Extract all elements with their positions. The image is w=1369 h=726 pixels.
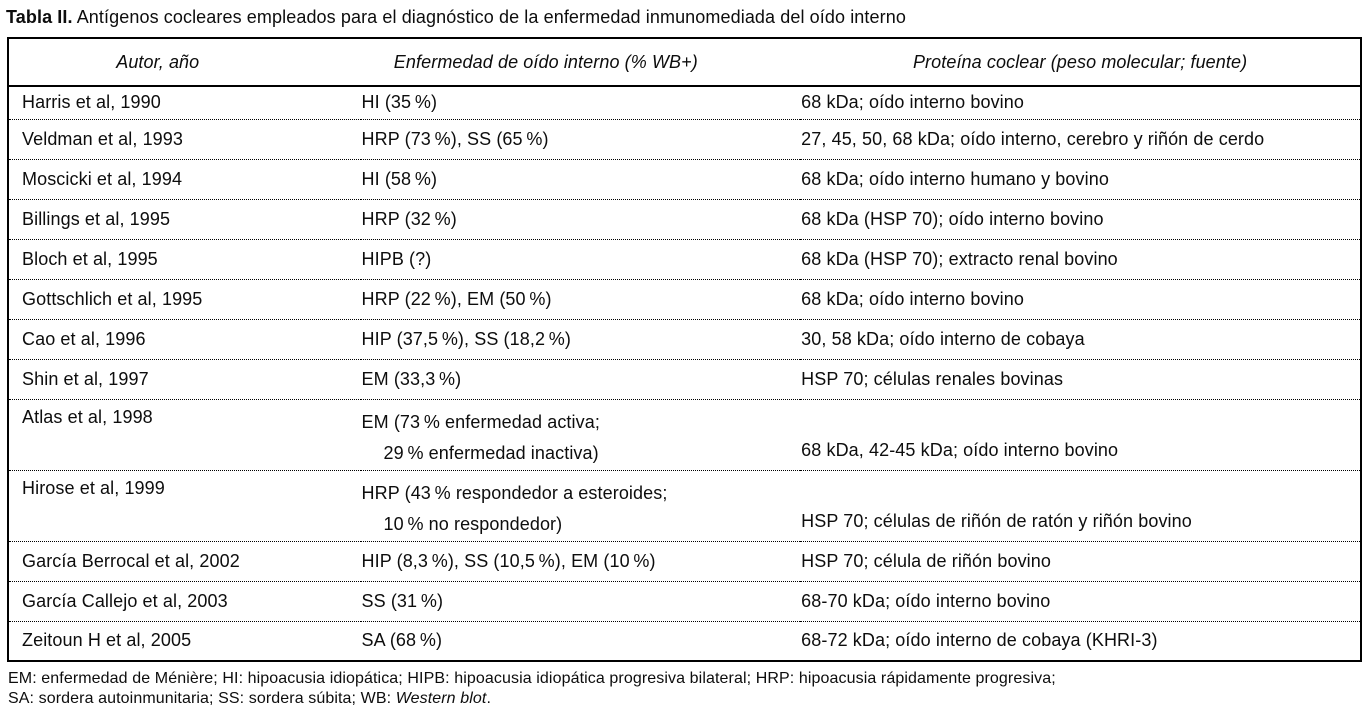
disease-line: HRP (32 %) <box>361 208 457 229</box>
protein-cell: 68 kDa (HSP 70); oído interno bovino <box>800 199 1361 240</box>
protein-cell: 68 kDa, 42-45 kDa; oído interno bovino <box>800 399 1361 471</box>
header-row: Autor, año Enfermedad de oído interno (%… <box>8 38 1361 87</box>
table-row: Billings et al, 1995 HRP (32 %) 68 kDa (HS… <box>8 199 1361 240</box>
protein-cell: 27, 45, 50, 68 kDa; oído interno, cerebr… <box>800 119 1361 160</box>
author-cell: Moscicki et al, 1994 <box>8 159 361 200</box>
table-row: García Callejo et al, 2003 SS (31 %) 68-70… <box>8 581 1361 622</box>
author-cell: García Berrocal et al, 2002 <box>8 541 361 582</box>
disease-cell: HIP (8,3 %), SS (10,5 %), EM (10 %) <box>360 541 801 582</box>
disease-cell: EM (73 % enfermedad activa; 29 % enfermed… <box>360 399 801 471</box>
author-cell: Atlas et al, 1998 <box>8 399 361 471</box>
disease-line: SS (31 %) <box>361 590 444 611</box>
table-row: Shin et al, 1997 EM (33,3 %) HSP 70; célul… <box>8 359 1361 400</box>
disease-cell: HRP (43 % respondedor a esteroides; 10 % … <box>360 470 801 542</box>
disease-line: 29 % enfermedad inactiva) <box>383 442 599 463</box>
protein-cell: 68-72 kDa; oído interno de cobaya (KHRI-… <box>801 630 1158 651</box>
table-title: Tabla II. Antígenos cocleares empleados … <box>6 7 906 28</box>
disease-line: HI (58 %) <box>361 168 438 189</box>
protein-cell: 68 kDa (HSP 70); extracto renal bovino <box>800 239 1361 280</box>
table-row: Harris et al, 1990 HI (35 %) 68 kDa; oído … <box>8 86 1361 120</box>
table-row: Gottschlich et al, 1995 HRP (22 %), EM (5… <box>8 279 1361 320</box>
disease-line: HIP (8,3 %), SS (10,5 %), EM (10 %) <box>361 550 656 571</box>
disease-line: EM (33,3 %) <box>361 368 462 389</box>
disease-cell: EM (33,3 %) <box>360 359 801 400</box>
disease-line: HIPB (?) <box>361 248 432 269</box>
table-row: Zeitoun H et al, 2005 SA (68 %) 68-72 kDa;… <box>8 621 1361 661</box>
disease-line: HRP (22 %), EM (50 %) <box>361 288 552 309</box>
footnote-line-2: SA: sordera autoinmunitaria; SS: sordera… <box>8 689 1056 709</box>
author-cell: Shin et al, 1997 <box>8 359 361 400</box>
footnote-line-2-suffix: . <box>486 689 491 707</box>
table-title-label: Tabla II. <box>6 7 73 27</box>
disease-line: 10 % no respondedor) <box>383 513 563 534</box>
author-cell: Cao et al, 1996 <box>8 319 361 360</box>
disease-line: HI (35 %) <box>361 92 438 113</box>
disease-cell: HRP (32 %) <box>360 199 801 240</box>
disease-cell: SA (68 %) <box>361 621 801 661</box>
author-cell: Harris et al, 1990 <box>8 86 361 120</box>
disease-line: HRP (73 %), SS (65 %) <box>361 128 549 149</box>
table-row: Moscicki et al, 1994 HI (58 %) 68 kDa; oíd… <box>8 159 1361 200</box>
author-cell: Bloch et al, 1995 <box>8 239 361 280</box>
footnote-line-1: EM: enfermedad de Ménière; HI: hipoacusi… <box>8 670 1056 687</box>
table-row: Atlas et al, 1998 EM (73 % enfermedad act… <box>8 399 1361 471</box>
col-header-author: Autor, año <box>8 38 361 87</box>
author-cell: García Callejo et al, 2003 <box>8 581 361 622</box>
table-row: Cao et al, 1996 HIP (37,5 %), SS (18,2 %)… <box>8 319 1361 360</box>
disease-line: HIP (37,5 %), SS (18,2 %) <box>361 328 571 349</box>
col-header-disease: Enfermedad de oído interno (% WB+) <box>360 38 801 87</box>
protein-cell: 68 kDa; oído interno humano y bovino <box>800 159 1361 200</box>
author-cell: Veldman et al, 1993 <box>8 119 361 160</box>
antigens-table: Autor, año Enfermedad de oído interno (%… <box>7 37 1362 662</box>
disease-cell: HI (35 %) <box>360 86 801 120</box>
footnote-line-2-italic: Western blot <box>395 689 487 707</box>
table-title-text: Antígenos cocleares empleados para el di… <box>76 7 906 27</box>
disease-cell: SS (31 %) <box>360 581 801 622</box>
protein-cell: 68 kDa; oído interno bovino <box>800 86 1361 120</box>
protein-cell: HSP 70; células de riñón de ratón y riñó… <box>800 470 1361 542</box>
disease-line: EM (73 % enfermedad activa; <box>361 411 600 432</box>
col-header-protein: Proteína coclear (peso molecular; fuente… <box>800 38 1361 87</box>
protein-cell: HSP 70; células renales bovinas <box>800 359 1361 400</box>
protein-cell: 68 kDa; oído interno bovino <box>800 279 1361 320</box>
disease-cell: HRP (73 %), SS (65 %) <box>360 119 801 160</box>
table-footnotes: EM: enfermedad de Ménière; HI: hipoacusi… <box>8 669 1056 708</box>
disease-cell: HRP (22 %), EM (50 %) <box>360 279 801 320</box>
author-cell: Zeitoun H et al, 2005 <box>22 630 192 651</box>
table-row: García Berrocal et al, 2002 HIP (8,3 %), … <box>8 541 1361 582</box>
table-row: Veldman et al, 1993 HRP (73 %), SS (65 %)… <box>8 119 1361 160</box>
protein-cell: HSP 70; célula de riñón bovino <box>800 541 1361 582</box>
author-cell: Gottschlich et al, 1995 <box>8 279 361 320</box>
disease-cell: HIPB (?) <box>360 239 801 280</box>
disease-cell: HIP (37,5 %), SS (18,2 %) <box>360 319 801 360</box>
protein-cell: 68-70 kDa; oído interno bovino <box>800 581 1361 622</box>
protein-cell: 30, 58 kDa; oído interno de cobaya <box>800 319 1361 360</box>
table-row: Bloch et al, 1995 HIPB (?) 68 kDa (HSP 70)… <box>8 239 1361 280</box>
author-cell: Hirose et al, 1999 <box>8 470 361 542</box>
footnote-line-2-prefix: SA: sordera autoinmunitaria; SS: sordera… <box>8 689 396 707</box>
disease-line: SA (68 %) <box>361 630 443 651</box>
author-cell: Billings et al, 1995 <box>8 199 361 240</box>
table-body: Harris et al, 1990 HI (35 %) 68 kDa; oído … <box>8 86 1361 661</box>
disease-line: HRP (43 % respondedor a esteroides; <box>361 482 668 503</box>
table-row: Hirose et al, 1999 HRP (43 % respondedor … <box>8 470 1361 542</box>
disease-cell: HI (58 %) <box>360 159 801 200</box>
